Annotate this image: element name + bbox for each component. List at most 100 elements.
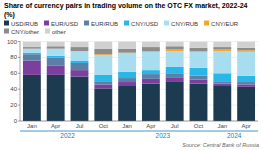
bar-segment bbox=[71, 76, 89, 121]
bar-segment bbox=[237, 84, 255, 86]
bar-segment bbox=[142, 84, 160, 121]
legend-swatch bbox=[45, 29, 50, 34]
title-line: Share of currency pairs in trading volum… bbox=[4, 2, 248, 10]
legend-item: EUR/USD bbox=[44, 21, 79, 27]
bar-segment bbox=[237, 87, 255, 121]
year-label: 2022 bbox=[60, 132, 75, 139]
bar-segment bbox=[142, 74, 160, 79]
x-tick-label: Apr bbox=[146, 123, 155, 129]
bar-segment bbox=[94, 88, 112, 121]
year-label: 2024 bbox=[227, 132, 242, 139]
bar-segment bbox=[213, 81, 231, 83]
bar-segment bbox=[237, 82, 255, 84]
bar-segment bbox=[190, 42, 208, 48]
bar-segment bbox=[23, 42, 41, 48]
bar-segment bbox=[118, 53, 136, 71]
legend: USD/RUB EUR/USD EUR/RUB CNY/USD CNY/RUB CNY/E… bbox=[4, 21, 239, 35]
bar-segment bbox=[237, 48, 255, 50]
bar-segment bbox=[190, 52, 208, 68]
y-tick-label: 80 bbox=[10, 54, 17, 60]
bar-segment bbox=[190, 84, 208, 121]
bar-segment bbox=[142, 47, 160, 51]
year-label: 2023 bbox=[156, 132, 171, 139]
bar-segment bbox=[94, 81, 112, 84]
bar-segment bbox=[237, 50, 255, 52]
bar-segment bbox=[71, 51, 89, 61]
x-tick-label: Apr bbox=[51, 123, 60, 129]
bar-segment bbox=[47, 49, 65, 56]
x-tick-label: Jan bbox=[122, 123, 132, 129]
bar-segment bbox=[23, 75, 41, 121]
bar-segment bbox=[118, 78, 136, 82]
x-tick-label: Jan bbox=[217, 123, 227, 129]
y-axis bbox=[20, 42, 21, 122]
bar-segment bbox=[118, 42, 136, 49]
bar-segment bbox=[71, 42, 89, 48]
legend-label: CNY/RUB bbox=[171, 21, 198, 27]
bar-segment bbox=[23, 47, 41, 49]
title: Share of currency pairs in trading volum… bbox=[4, 2, 248, 19]
bar-segment bbox=[71, 61, 89, 63]
bar-segment bbox=[213, 86, 231, 121]
bar-segment bbox=[94, 84, 112, 88]
bar-segment bbox=[47, 57, 65, 65]
bar-segment bbox=[142, 79, 160, 84]
bar-segment bbox=[213, 42, 231, 48]
legend-label: EUR/USD bbox=[51, 21, 79, 27]
bar-segment bbox=[47, 46, 65, 48]
bar-segment bbox=[190, 80, 208, 84]
title-line: (%) bbox=[4, 11, 15, 19]
legend-swatch bbox=[4, 21, 9, 26]
bar-segment bbox=[237, 76, 255, 82]
bar-segment bbox=[47, 75, 65, 121]
legend-swatch bbox=[204, 21, 209, 26]
legend-label: USD/RUB bbox=[11, 21, 38, 27]
legend-label: other bbox=[52, 29, 66, 35]
bar-segment bbox=[237, 42, 255, 48]
bar-segment bbox=[94, 55, 112, 75]
legend-item: CNY/RUB bbox=[164, 21, 198, 27]
bar-segment bbox=[94, 49, 112, 55]
bar-segment bbox=[71, 47, 89, 51]
bar-segment bbox=[71, 70, 89, 76]
x-tick-label: Oct bbox=[99, 123, 109, 129]
bar-segment bbox=[190, 76, 208, 80]
legend-label: CNY/EUR bbox=[211, 21, 239, 27]
legend-label: EUR/RUB bbox=[91, 21, 118, 27]
year-separator bbox=[20, 131, 258, 132]
bar-segment bbox=[213, 47, 231, 49]
bar-segment bbox=[47, 56, 65, 58]
legend-swatch bbox=[164, 21, 169, 26]
bar-segment bbox=[23, 53, 41, 55]
bar-segment bbox=[118, 86, 136, 121]
bar-segment bbox=[94, 42, 112, 49]
bar-segment bbox=[142, 52, 160, 70]
legend-label: CNY/other bbox=[11, 29, 39, 35]
bar-segment bbox=[190, 68, 208, 76]
legend-item: CNY/other bbox=[4, 29, 39, 35]
legend-item: CNY/USD bbox=[124, 21, 159, 27]
legend-item: other bbox=[45, 29, 66, 35]
source: Source: Central Bank of Russia bbox=[182, 142, 259, 148]
bar-segment bbox=[166, 42, 184, 47]
y-tick-label: 0 bbox=[14, 118, 18, 124]
y-tick-label: 20 bbox=[10, 102, 17, 108]
bar-segment bbox=[142, 70, 160, 74]
bar-segment bbox=[213, 51, 231, 73]
legend-swatch bbox=[84, 21, 89, 26]
bar-segment bbox=[47, 65, 65, 75]
bar-segment bbox=[142, 42, 160, 48]
y-tick-label: 100 bbox=[7, 39, 18, 45]
legend-item: CNY/EUR bbox=[204, 21, 239, 27]
bar-segment bbox=[94, 75, 112, 81]
bar-segment bbox=[166, 73, 184, 77]
legend-swatch bbox=[44, 21, 49, 26]
x-tick-label: Jul bbox=[76, 123, 84, 129]
bar-segment bbox=[23, 49, 41, 53]
legend-item: USD/RUB bbox=[4, 21, 38, 27]
bar-segment bbox=[166, 51, 184, 67]
bar-segment bbox=[47, 42, 65, 47]
y-tick-label: 40 bbox=[10, 86, 17, 92]
x-axis bbox=[20, 121, 258, 122]
bar-segment bbox=[118, 82, 136, 86]
